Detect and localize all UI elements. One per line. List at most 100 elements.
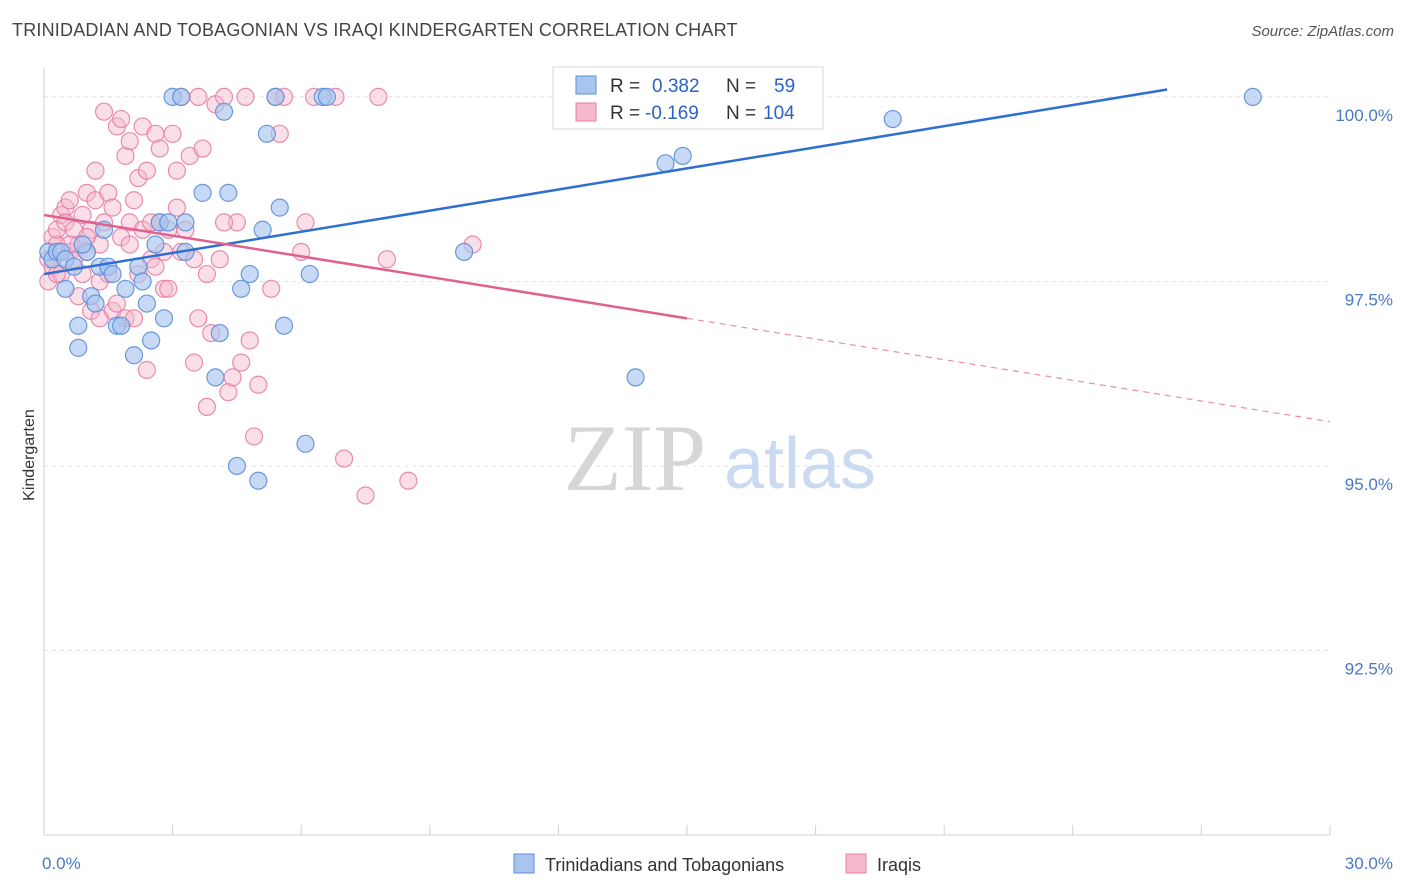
point-iraqi [120, 132, 139, 151]
point-trinidadian [253, 220, 272, 239]
point-trinidadian [124, 346, 144, 365]
trend-line-iraqi [43, 213, 688, 320]
point-trinidadian [257, 124, 277, 143]
y-tick-label: 92.5% [1345, 659, 1393, 678]
point-trinidadian [116, 279, 135, 298]
series-legend: Trinidadians and Tobagonians Iraqis [513, 853, 921, 875]
point-iraqi [189, 309, 208, 328]
point-trinidadian [154, 309, 174, 328]
point-trinidadian [214, 102, 234, 121]
point-trinidadian [266, 87, 285, 107]
tick-labels: 100.0% 97.5% 95.0% 92.5% 0.0% 30.0% [42, 106, 1393, 873]
point-trinidadian [656, 154, 675, 173]
point-trinidadian [133, 272, 152, 291]
legend-label-iraqi: Iraqis [877, 855, 921, 875]
point-iraqi [296, 213, 315, 232]
point-trinidadian [142, 331, 161, 350]
point-iraqi [334, 449, 354, 468]
point-iraqi [399, 471, 418, 490]
point-trinidadian [172, 87, 191, 107]
y-tick-label: 95.0% [1345, 475, 1393, 494]
y-axis-label: Kindergarten [21, 409, 38, 501]
point-iraqi [94, 102, 114, 121]
point-iraqi [137, 360, 156, 380]
point-iraqi [159, 279, 178, 298]
point-iraqi [99, 183, 118, 202]
stats-legend-swatch-tt [575, 75, 597, 95]
stats-legend: R = 0.382 N = 59 R = -0.169 N = 104 [552, 66, 824, 130]
watermark-atlas: atlas [724, 424, 876, 504]
point-trinidadian [86, 294, 105, 313]
point-trinidadian [69, 316, 88, 335]
point-iraqi [86, 161, 105, 180]
point-iraqi [189, 87, 208, 107]
point-iraqi [73, 205, 92, 225]
y-tick-label: 100.0% [1335, 106, 1393, 125]
chart-title: TRINIDADIAN AND TOBAGONIAN VS IRAQI KIND… [12, 20, 738, 40]
point-trinidadian [249, 471, 268, 490]
point-trinidadian [454, 242, 474, 262]
point-trinidadian [300, 264, 319, 284]
point-iraqi [193, 139, 212, 158]
point-trinidadian [232, 279, 251, 298]
point-iraqi [356, 486, 375, 505]
point-iraqi [60, 191, 79, 210]
legend-swatch-iraqi [845, 853, 867, 874]
point-iraqi [214, 213, 234, 232]
point-iraqi [210, 250, 229, 269]
point-trinidadian [112, 316, 131, 335]
point-iraqi [120, 235, 139, 254]
point-trinidadian [137, 294, 156, 313]
point-trinidadian [193, 183, 212, 202]
point-iraqi [262, 279, 281, 298]
point-iraqi [137, 161, 156, 180]
point-trinidadian [296, 434, 315, 453]
point-iraqi [219, 383, 238, 402]
stats-n-value-tt: 59 [774, 76, 795, 97]
point-iraqi [240, 331, 259, 350]
point-iraqi [167, 198, 186, 217]
point-iraqi [232, 353, 251, 372]
point-trinidadian [146, 235, 165, 254]
point-trinidadian [176, 213, 195, 232]
point-iraqi [116, 146, 135, 166]
source-credit: Source: ZipAtlas.com [1251, 23, 1394, 40]
point-iraqi [244, 427, 264, 446]
point-trinidadian [210, 323, 229, 343]
point-trinidadian [626, 368, 645, 387]
x-tick-label-min: 0.0% [42, 854, 81, 873]
axes [43, 68, 1331, 836]
y-tick-label: 97.5% [1345, 290, 1393, 309]
point-iraqi [377, 250, 397, 269]
point-trinidadian [56, 279, 75, 298]
x-tick-label-max: 30.0% [1345, 854, 1393, 873]
trend-lines [43, 88, 1331, 423]
point-iraqi [146, 257, 165, 276]
legend-swatch-tt [513, 853, 535, 874]
point-iraqi [249, 375, 268, 394]
stats-n-label-iraqi: N = [726, 103, 756, 124]
point-iraqi [369, 87, 388, 107]
point-trinidadian [673, 146, 692, 166]
stats-legend-swatch-iraqi [575, 102, 597, 122]
point-trinidadian [317, 87, 337, 107]
watermark: ZIP atlas [564, 405, 876, 511]
point-iraqi [197, 264, 216, 284]
point-trinidadian [73, 235, 92, 254]
series-iraqis-points [39, 87, 482, 505]
legend-label-tt: Trinidadians and Tobagonians [545, 855, 784, 875]
point-trinidadian [159, 213, 178, 232]
point-iraqi [227, 213, 246, 232]
point-iraqi [124, 191, 144, 210]
series-trinidadians-points [39, 87, 1262, 490]
point-iraqi [103, 198, 122, 217]
point-iraqi [184, 353, 204, 372]
stats-legend-box [552, 66, 824, 130]
point-trinidadian [240, 264, 259, 284]
trend-line-trinidadian [43, 88, 1168, 276]
point-iraqi [167, 161, 186, 180]
trend-line-iraqi-extension [686, 317, 1331, 423]
stats-n-label-tt: N = [726, 76, 756, 97]
point-trinidadian [219, 183, 238, 202]
